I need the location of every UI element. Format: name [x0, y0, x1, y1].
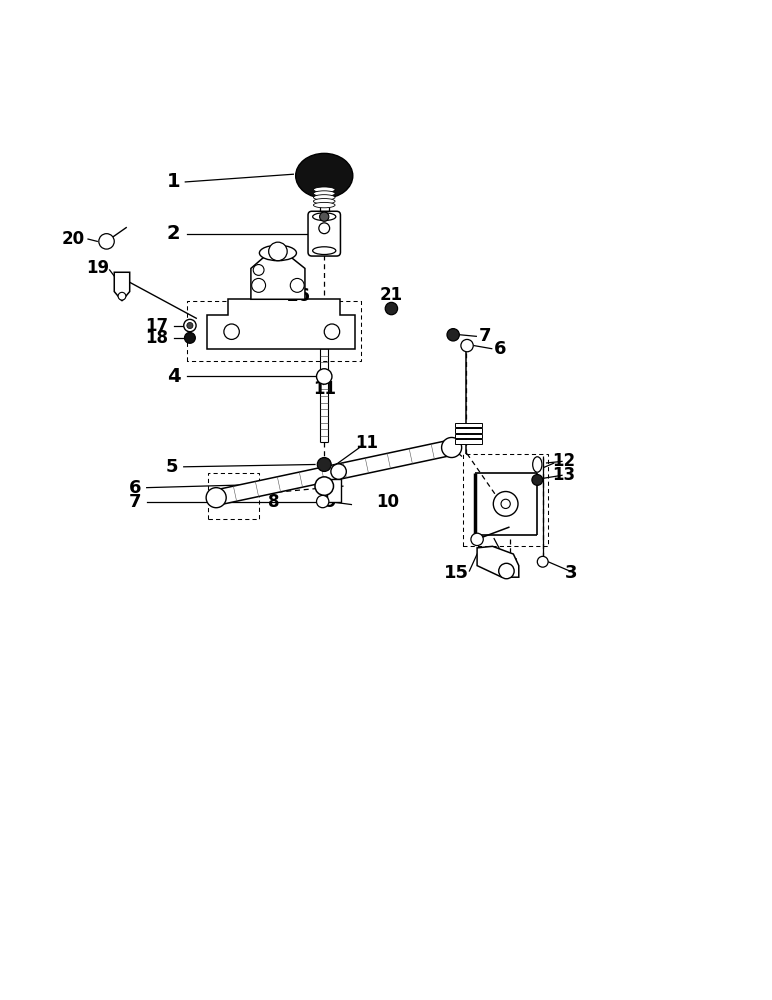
FancyBboxPatch shape	[455, 434, 482, 438]
Circle shape	[206, 488, 226, 508]
Circle shape	[501, 499, 510, 508]
Ellipse shape	[313, 191, 335, 196]
Text: 17: 17	[145, 317, 168, 335]
Text: 12: 12	[552, 452, 575, 470]
Circle shape	[253, 265, 264, 275]
Text: 10: 10	[376, 493, 399, 511]
Circle shape	[317, 369, 332, 384]
Circle shape	[317, 458, 331, 471]
Circle shape	[252, 278, 266, 292]
Polygon shape	[207, 299, 355, 349]
Text: 7: 7	[479, 327, 491, 345]
Text: 2: 2	[167, 224, 181, 243]
Circle shape	[224, 324, 239, 339]
Circle shape	[99, 234, 114, 249]
Ellipse shape	[296, 153, 353, 198]
Text: 13: 13	[552, 466, 575, 484]
Circle shape	[319, 223, 330, 234]
Ellipse shape	[313, 247, 336, 255]
Polygon shape	[114, 272, 130, 301]
Circle shape	[184, 319, 196, 332]
Text: 6: 6	[129, 479, 141, 497]
FancyBboxPatch shape	[455, 428, 482, 433]
Text: 8: 8	[269, 493, 279, 511]
Ellipse shape	[313, 199, 335, 204]
Circle shape	[442, 437, 462, 458]
Text: 18: 18	[145, 329, 168, 347]
Text: 7: 7	[129, 493, 141, 511]
Circle shape	[187, 322, 193, 329]
Text: 11: 11	[313, 380, 336, 398]
FancyBboxPatch shape	[455, 439, 482, 444]
Circle shape	[471, 533, 483, 546]
Text: 4: 4	[167, 367, 181, 386]
Text: 21: 21	[380, 286, 403, 304]
FancyBboxPatch shape	[327, 479, 341, 502]
Circle shape	[269, 242, 287, 261]
Circle shape	[317, 495, 329, 508]
Ellipse shape	[259, 245, 296, 261]
Text: 1: 1	[167, 172, 181, 191]
Ellipse shape	[313, 202, 335, 208]
Text: 15: 15	[444, 564, 469, 582]
Ellipse shape	[313, 195, 335, 200]
Text: 5: 5	[166, 458, 178, 476]
Text: 19: 19	[86, 259, 110, 277]
Circle shape	[324, 324, 340, 339]
Circle shape	[532, 475, 543, 485]
Circle shape	[290, 278, 304, 292]
Circle shape	[331, 464, 347, 479]
Text: 3: 3	[565, 564, 577, 582]
Circle shape	[537, 556, 548, 567]
Ellipse shape	[313, 187, 335, 192]
Text: 11: 11	[355, 434, 378, 452]
Circle shape	[320, 212, 329, 221]
Text: 16: 16	[286, 287, 310, 305]
Ellipse shape	[533, 457, 542, 472]
Circle shape	[185, 332, 195, 343]
Text: 9: 9	[323, 493, 336, 511]
Polygon shape	[251, 253, 305, 299]
FancyBboxPatch shape	[308, 211, 340, 256]
Circle shape	[118, 292, 126, 300]
Circle shape	[499, 563, 514, 579]
Circle shape	[447, 329, 459, 341]
Circle shape	[461, 339, 473, 352]
Polygon shape	[215, 440, 453, 505]
FancyBboxPatch shape	[455, 423, 482, 427]
Circle shape	[493, 492, 518, 516]
Polygon shape	[477, 546, 519, 577]
Text: 20: 20	[62, 230, 85, 248]
Ellipse shape	[313, 213, 336, 221]
Circle shape	[315, 477, 334, 495]
Circle shape	[385, 302, 398, 315]
Text: 6: 6	[494, 340, 506, 358]
Text: 14: 14	[496, 557, 520, 575]
